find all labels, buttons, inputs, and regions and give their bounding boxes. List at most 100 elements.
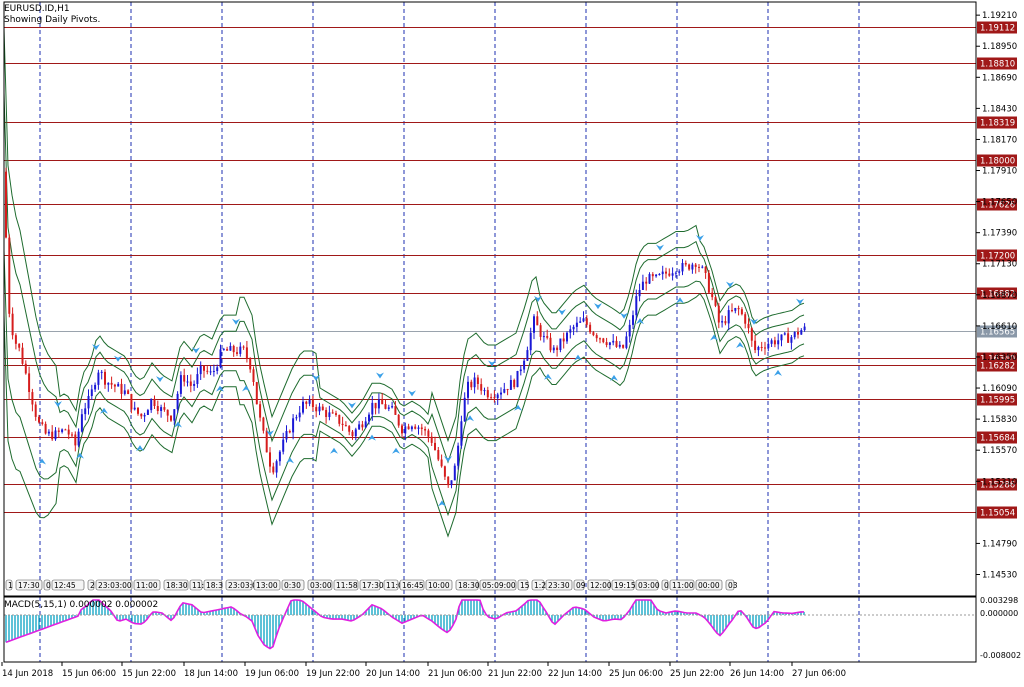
candle-body [503, 389, 506, 393]
candle-body [292, 418, 295, 433]
candle-body [344, 425, 347, 427]
candle-body [74, 434, 77, 446]
session-tag-label: 03 [728, 581, 738, 590]
candle-body [770, 340, 773, 344]
pivot-label-box [977, 287, 1017, 300]
candle-body [724, 321, 727, 324]
candle-body [678, 271, 681, 273]
pivot-label: 1.16882 [980, 290, 1015, 300]
candle-body [321, 406, 324, 410]
session-tag-label: 10:00 [428, 581, 450, 590]
candle-body [467, 381, 469, 398]
candle-body [727, 310, 730, 324]
candle-body [242, 346, 245, 348]
fractal-arrow [286, 457, 294, 464]
time-axis-label: 18 Jun 14:00 [184, 669, 238, 679]
pivot-label: 1.17626 [980, 201, 1015, 211]
candle-body [206, 370, 209, 372]
candle-body [87, 396, 90, 409]
candle-body [335, 413, 337, 415]
candle-body [707, 273, 710, 293]
candle-body [374, 402, 377, 409]
candle-body [361, 424, 364, 428]
candle-body [38, 416, 40, 423]
fractal-arrow [774, 369, 782, 376]
session-tag [399, 579, 425, 591]
candle-body [787, 333, 790, 343]
fractal-arrows [38, 235, 804, 507]
candle-body [110, 382, 113, 385]
candle-body [199, 366, 202, 375]
candle-body [628, 324, 631, 337]
session-tag-label: 09 [576, 581, 586, 590]
session-tag-label: 23:03:00 [228, 581, 262, 590]
fractal-arrow [726, 281, 734, 288]
fractal-arrow [736, 342, 744, 349]
price-tick-label: 1.18170 [982, 135, 1017, 145]
candle-body [661, 271, 664, 275]
candle-body [513, 380, 516, 388]
pivot-label: 1.15286 [980, 481, 1015, 491]
pivot-label: 1.15684 [980, 434, 1015, 444]
upper-band-inner [3, 92, 805, 464]
time-axis-label: 27 Jun 06:00 [792, 669, 846, 679]
candle-body [552, 347, 555, 351]
candle-body [506, 389, 509, 390]
candle-body [493, 397, 496, 399]
price-tick-label: 1.18690 [982, 73, 1017, 83]
candle-body [549, 337, 552, 351]
fractal-arrow [408, 390, 416, 397]
envelope-bands [3, 28, 805, 538]
time-axis-label: 14 Jun 2018 [2, 669, 53, 679]
pivot-label: 1.17200 [980, 252, 1015, 262]
symbol-title: EURUSD.ID,H1 [4, 4, 70, 14]
pivots-subtitle: Showing Daily Pivots. [4, 15, 100, 25]
candle-body [668, 273, 671, 276]
fractal-arrow [696, 235, 704, 242]
candle-body [635, 296, 638, 316]
session-tag-label: 17:30 [18, 581, 40, 590]
fractal-arrow [488, 360, 496, 367]
candle-body [318, 406, 321, 412]
current-price-box [977, 325, 1017, 338]
candle-body [500, 392, 502, 395]
candle-body [57, 430, 60, 432]
candle-body [681, 263, 684, 272]
time-axis-label: 25 Jun 06:00 [609, 669, 663, 679]
candle-body [401, 425, 403, 434]
candle-body [24, 363, 27, 374]
candle-body [153, 398, 156, 406]
candle-body [714, 297, 717, 306]
session-tag [383, 579, 399, 591]
candle-body [483, 390, 486, 392]
pivot-label-box [977, 116, 1017, 129]
candle-body [407, 426, 410, 430]
candle-body [434, 442, 436, 450]
candle-body [453, 465, 456, 481]
candle-body [282, 439, 285, 452]
candle-body [84, 408, 87, 415]
fractal-arrow [796, 298, 804, 305]
fractal-arrow [92, 344, 100, 351]
candle-body [731, 310, 733, 312]
fractal-arrow [348, 402, 356, 409]
candle-body [140, 413, 143, 417]
candle-body [80, 414, 83, 432]
time-axis-label: 21 Jun 22:00 [488, 669, 542, 679]
candle-body [625, 336, 628, 348]
candle-body [384, 404, 387, 409]
session-tag [87, 579, 95, 591]
session-tag [43, 579, 51, 591]
candle-body [397, 414, 400, 426]
candle-body [226, 349, 229, 351]
candle-body [351, 431, 354, 437]
session-tag-label: 03:00 [638, 581, 660, 590]
candle-body [269, 452, 271, 467]
candle-body [704, 266, 707, 273]
fractal-arrow [534, 295, 542, 302]
fractal-arrow [54, 401, 62, 408]
session-tag-label: 23:30 [548, 581, 570, 590]
candle-body [239, 346, 242, 354]
candle-body [107, 382, 110, 385]
